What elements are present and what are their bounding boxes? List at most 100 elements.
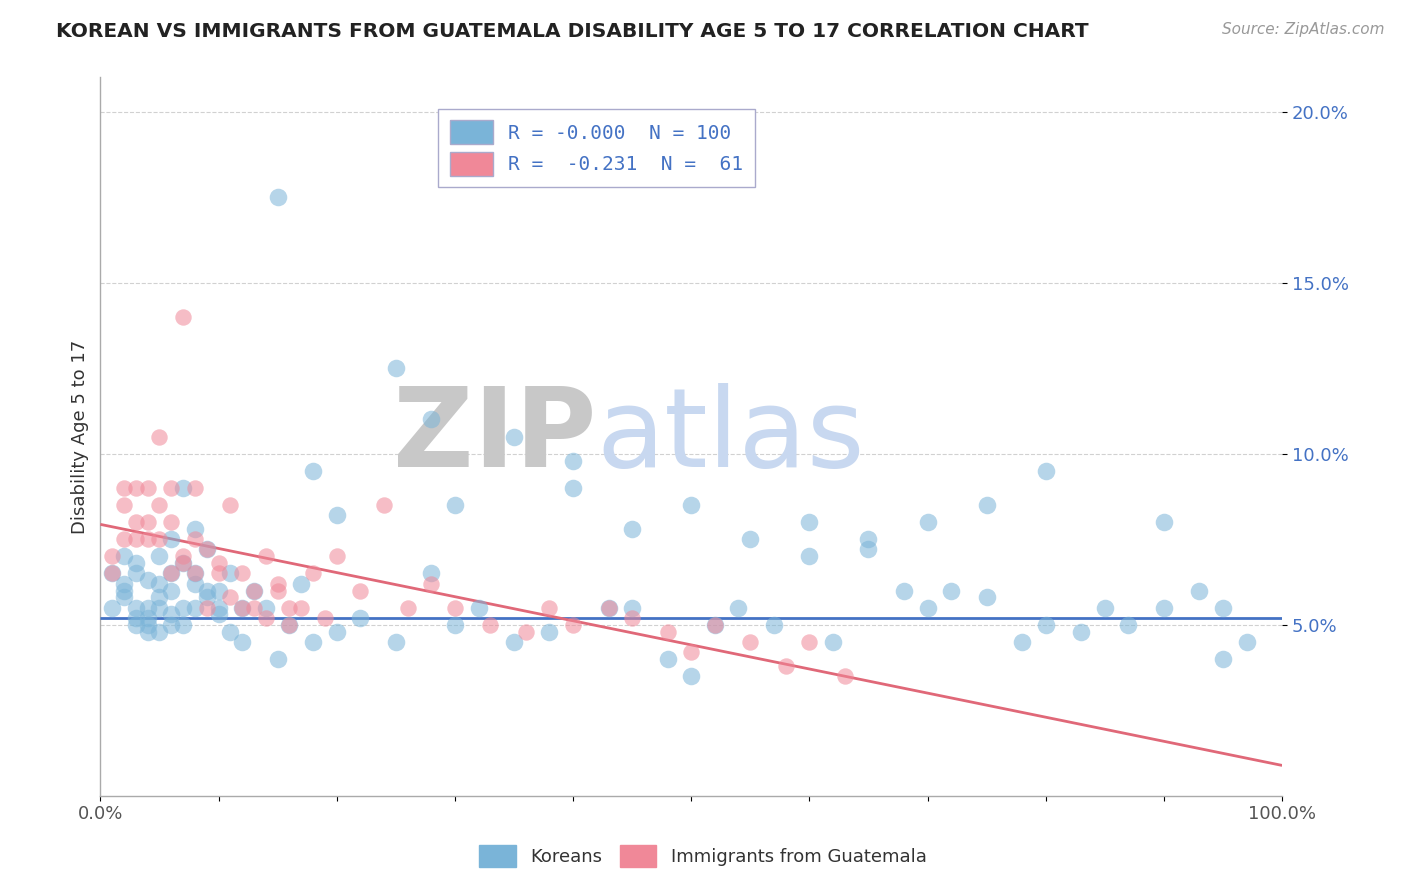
Point (195, 591, 218, 605)
Point (172, 310, 194, 324)
Point (172, 556, 194, 570)
Point (917, 515, 939, 529)
Point (160, 515, 183, 529)
Point (207, 566, 229, 581)
Point (254, 600, 277, 615)
Point (160, 617, 183, 632)
Point (125, 481, 148, 495)
Point (125, 617, 148, 632)
Point (172, 481, 194, 495)
Point (148, 549, 170, 564)
Point (148, 624, 170, 639)
Point (207, 556, 229, 570)
Point (195, 600, 218, 615)
Point (148, 591, 170, 605)
Point (538, 624, 561, 639)
Point (184, 566, 207, 581)
Point (136, 617, 159, 632)
Point (396, 600, 419, 615)
Point (231, 600, 253, 615)
Point (207, 600, 229, 615)
Point (266, 583, 288, 598)
Point (1212, 600, 1234, 615)
Point (1035, 617, 1057, 632)
Point (207, 607, 229, 622)
Point (384, 635, 406, 649)
Point (278, 600, 301, 615)
Point (1153, 515, 1175, 529)
Text: Source: ZipAtlas.com: Source: ZipAtlas.com (1222, 22, 1385, 37)
Point (1070, 624, 1092, 639)
Point (112, 481, 135, 495)
Point (834, 669, 856, 683)
Point (243, 583, 266, 598)
Point (325, 624, 347, 639)
Point (148, 498, 170, 512)
Point (125, 515, 148, 529)
Point (444, 600, 467, 615)
Point (184, 600, 207, 615)
Point (243, 600, 266, 615)
Point (243, 583, 266, 598)
Point (172, 556, 194, 570)
Point (160, 481, 183, 495)
Point (515, 624, 537, 639)
Point (858, 533, 880, 547)
Point (976, 498, 998, 512)
Point (172, 549, 194, 564)
Point (302, 464, 325, 478)
Point (148, 533, 170, 547)
Point (160, 607, 183, 622)
Point (621, 522, 644, 536)
Legend: Koreans, Immigrants from Guatemala: Koreans, Immigrants from Guatemala (472, 838, 934, 874)
Point (172, 600, 194, 615)
Point (799, 515, 821, 529)
Point (1094, 600, 1116, 615)
Point (231, 635, 253, 649)
Point (112, 591, 135, 605)
Point (373, 498, 395, 512)
Point (112, 576, 135, 591)
Point (148, 600, 170, 615)
Point (503, 429, 526, 443)
Point (762, 617, 785, 632)
Point (125, 566, 148, 581)
Point (302, 566, 325, 581)
Point (148, 576, 170, 591)
Point (184, 533, 207, 547)
Point (160, 583, 183, 598)
Point (136, 600, 159, 615)
Point (420, 576, 443, 591)
Point (101, 566, 124, 581)
Point (278, 617, 301, 632)
Point (207, 583, 229, 598)
Point (184, 576, 207, 591)
Point (302, 635, 325, 649)
Point (1035, 464, 1057, 478)
Point (231, 600, 253, 615)
Point (136, 533, 159, 547)
Point (1236, 635, 1258, 649)
Point (184, 566, 207, 581)
Point (219, 624, 242, 639)
Text: ZIP: ZIP (394, 383, 596, 490)
Point (775, 658, 797, 673)
Point (184, 481, 207, 495)
Point (976, 591, 998, 605)
Point (125, 556, 148, 570)
Point (562, 481, 585, 495)
Point (219, 498, 242, 512)
Point (112, 583, 135, 598)
Point (420, 566, 443, 581)
Point (821, 635, 844, 649)
Point (598, 600, 620, 615)
Point (254, 549, 277, 564)
Point (266, 652, 288, 666)
Point (893, 583, 915, 598)
Point (148, 429, 170, 443)
Point (101, 600, 124, 615)
Point (266, 576, 288, 591)
Point (172, 617, 194, 632)
Point (325, 549, 347, 564)
Point (479, 617, 502, 632)
